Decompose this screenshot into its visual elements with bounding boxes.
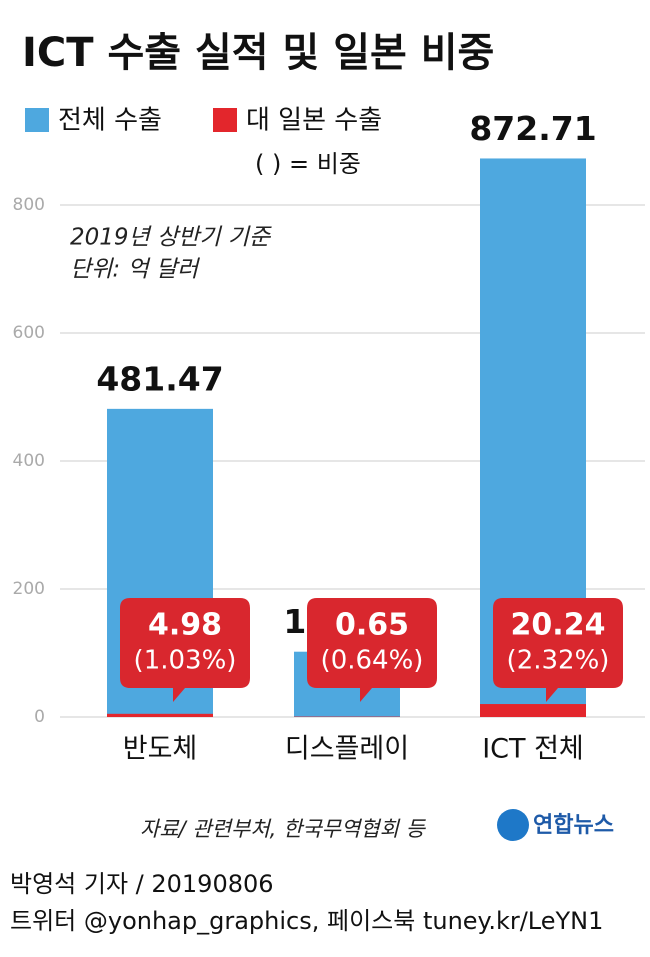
japan-bar [480,704,586,717]
callout-share: (1.03%) [134,646,237,676]
x-tick-label: 반도체 [123,734,198,765]
value-label: 481.47 [96,359,223,398]
legend-note: ( ) = 비중 [255,150,361,178]
x-tick-label: ICT 전체 [482,734,584,765]
y-tick-label: 400 [13,451,45,471]
footer: 박영석 기자 / 20190806 [10,870,274,898]
annotation: 2019년 상반기 기준 [70,225,272,251]
annotation: 단위: 억 달러 [70,257,200,283]
source: 자료/ 관련부처, 한국무역협회 등 [140,817,427,841]
callout-value: 4.98 [148,608,222,643]
callout-share: (2.32%) [507,646,610,676]
logo-icon [497,809,529,841]
value-label: 872.71 [469,109,596,148]
y-tick-label: 200 [13,579,45,599]
callout [307,598,437,702]
x-tick-label: 디스플레이 [285,734,409,765]
logo: 연합뉴스 [533,812,614,838]
footer: 트위터 @yonhap_graphics, 페이스북 tuney.kr/LeYN… [10,907,603,935]
chart-title: ICT 수출 실적 및 일본 비중 [22,30,494,76]
callout-share: (0.64%) [321,646,424,676]
callout-value: 20.24 [511,608,606,643]
callout-value: 0.65 [335,608,409,643]
legend-label: 전체 수출 [58,106,162,136]
callout [120,598,250,702]
y-tick-label: 600 [13,323,45,343]
y-tick-label: 800 [13,195,45,215]
callout [493,598,623,702]
legend-swatch [25,108,49,132]
legend-label: 대 일본 수출 [246,106,382,136]
legend-swatch [213,108,237,132]
y-tick-label: 0 [34,707,45,727]
japan-bar [107,713,213,717]
